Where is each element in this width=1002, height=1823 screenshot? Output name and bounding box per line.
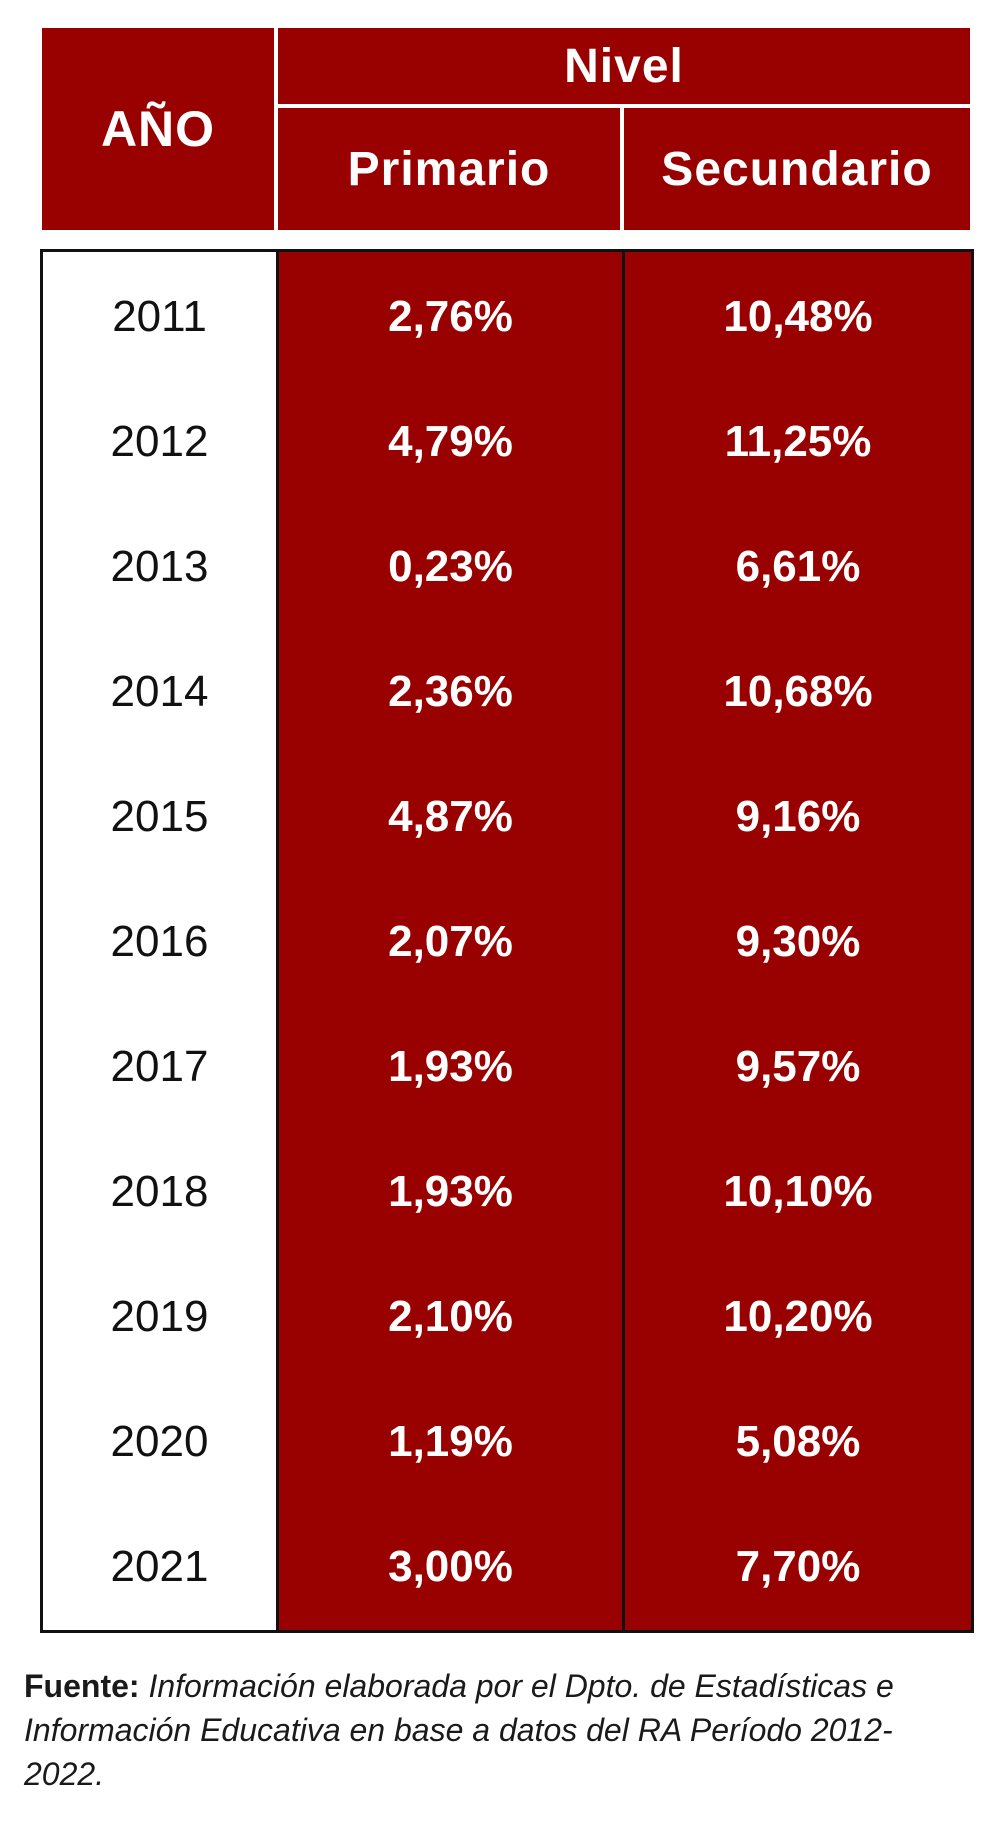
secondary-cell: 10,68%: [723, 666, 873, 716]
secondary-cell: 10,48%: [723, 291, 873, 341]
table-row: 2018 1,93% 10,10%: [43, 1129, 971, 1254]
secondary-column: [625, 252, 971, 1630]
secondary-cell: 9,16%: [735, 791, 861, 841]
secondary-cell: 9,57%: [735, 1041, 861, 1091]
primary-cell: 1,93%: [388, 1041, 513, 1091]
secondary-cell: 10,10%: [723, 1166, 873, 1216]
year-cell: 2021: [110, 1541, 209, 1591]
source-label: Fuente:: [24, 1668, 140, 1704]
primary-cell: 4,79%: [388, 416, 513, 466]
year-cell: 2019: [110, 1291, 209, 1341]
header-level-group: Nivel: [278, 28, 970, 104]
year-cell: 2015: [110, 791, 209, 841]
primary-cell: 2,07%: [388, 916, 513, 966]
primary-column: [279, 252, 625, 1630]
header-year: AÑO: [42, 28, 274, 230]
primary-cell: 1,19%: [388, 1416, 513, 1466]
table-row: 2017 1,93% 9,57%: [43, 1004, 971, 1129]
table-row: 2013 0,23% 6,61%: [43, 504, 971, 629]
table-row: 2019 2,10% 10,20%: [43, 1254, 971, 1379]
secondary-cell: 11,25%: [724, 416, 872, 466]
primary-cell: 4,87%: [388, 791, 513, 841]
year-cell: 2018: [110, 1166, 209, 1216]
year-column: [43, 252, 279, 1630]
year-cell: 2016: [110, 916, 209, 966]
secondary-cell: 7,70%: [735, 1541, 861, 1591]
table-row: 2015 4,87% 9,16%: [43, 754, 971, 879]
year-cell: 2014: [110, 666, 209, 716]
year-cell: 2011: [112, 291, 207, 341]
primary-cell: 2,10%: [388, 1291, 513, 1341]
table-row: 2016 2,07% 9,30%: [43, 879, 971, 1004]
table-row: 2021 3,00% 7,70%: [43, 1504, 971, 1629]
year-cell: 2017: [110, 1041, 209, 1091]
secondary-cell: 5,08%: [735, 1416, 861, 1466]
table-header: AÑO Nivel Primario Secundario: [42, 28, 970, 230]
table-row: 2012 4,79% 11,25%: [43, 379, 971, 504]
primary-cell: 2,76%: [388, 291, 513, 341]
header-secondary: Secundario: [624, 108, 970, 230]
table-body: 2011 2,76% 10,48% 2012 4,79% 11,25% 2013 0,23% 6…: [40, 249, 974, 1633]
source-text: Información elaborada por el Dpto. de Es…: [24, 1668, 894, 1792]
primary-cell: 1,93%: [388, 1166, 513, 1216]
primary-cell: 0,23%: [388, 541, 513, 591]
secondary-cell: 10,20%: [723, 1291, 873, 1341]
primary-cell: 3,00%: [388, 1541, 513, 1591]
source-note: Fuente: Información elaborada por el Dpt…: [24, 1664, 964, 1796]
year-cell: 2013: [110, 541, 209, 591]
secondary-cell: 6,61%: [735, 541, 861, 591]
year-cell: 2012: [110, 416, 209, 466]
header-primary: Primario: [278, 108, 620, 230]
table-row: 2014 2,36% 10,68%: [43, 629, 971, 754]
secondary-cell: 9,30%: [735, 916, 861, 966]
table-row: 2020 1,19% 5,08%: [43, 1379, 971, 1504]
year-cell: 2020: [110, 1416, 209, 1466]
primary-cell: 2,36%: [388, 666, 513, 716]
table-row: 2011 2,76% 10,48%: [43, 254, 971, 379]
